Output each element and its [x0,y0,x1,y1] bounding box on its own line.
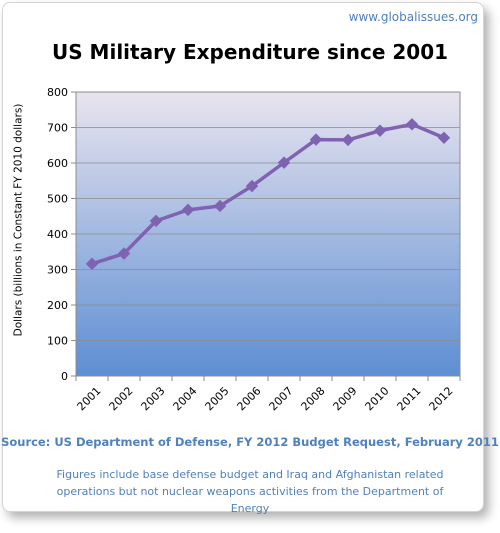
chart-title: US Military Expenditure since 2001 [51,40,449,64]
y-tick-label: 500 [47,193,68,206]
data-point-marker [245,179,259,193]
source-text: Source: US Department of Defense, FY 201… [1,435,499,449]
data-point-marker [309,133,323,146]
x-tick-label: 2009 [331,384,360,413]
series-group [85,118,451,271]
data-point-marker [277,156,291,169]
data-point-marker [149,214,163,228]
y-tick-label: 100 [47,335,68,348]
x-tick-label: 2005 [203,384,232,413]
series-line [91,122,445,266]
data-point-marker [437,131,451,145]
y-tick-label: 300 [47,264,68,277]
footnote-text: Figures include base defense budget and … [56,468,444,515]
x-tick-label: 2012 [427,384,456,413]
x-tick-label: 2004 [171,384,200,413]
y-tick-label: 200 [47,299,68,312]
y-tick-label: 0 [61,370,68,383]
data-point-marker [117,247,131,260]
data-point-marker [213,199,227,213]
y-tick-label: 800 [47,86,68,99]
x-tick-label: 2008 [299,384,328,413]
x-tick-label: 2001 [75,384,104,413]
data-point-marker [373,124,387,137]
x-tick-label: 2006 [235,384,264,413]
site-url: www.globalissues.org [348,10,478,24]
y-tick-label: 700 [47,122,68,135]
data-point-marker [341,133,355,147]
data-point-marker [181,203,195,217]
x-tick-label: 2002 [107,384,136,413]
y-tick-label: 400 [47,228,68,241]
data-point-marker [405,118,419,131]
y-tick-label: 600 [47,157,68,170]
x-tick-label: 2007 [267,384,296,413]
x-tick-label: 2003 [139,384,168,413]
x-tick-label: 2011 [395,384,424,413]
data-point-marker [85,257,99,271]
x-tick-labels: 2001 2002 2003 2004 2005 2006 2007 2008 2009 2010… [75,384,456,413]
gridlines [71,91,461,381]
y-tick-labels: 0 100 200 300 400 500 600 700 800 [47,86,68,383]
x-tick-label: 2010 [363,384,392,413]
